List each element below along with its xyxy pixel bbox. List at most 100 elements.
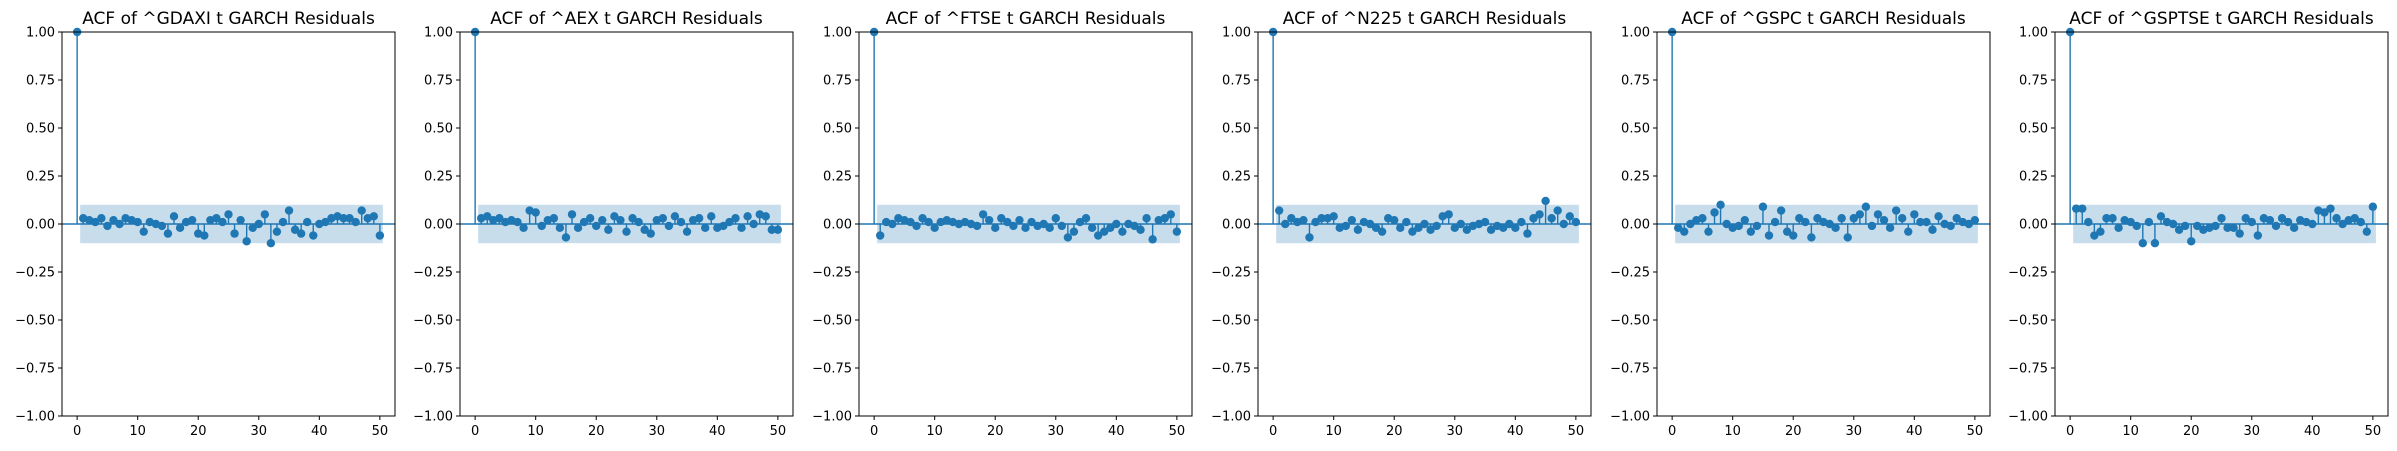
acf-point [1057, 221, 1067, 231]
acf-point [513, 217, 522, 227]
acf-point [592, 221, 601, 231]
y-tick-label: 0.25 [1621, 170, 1650, 185]
acf-point [1813, 214, 1822, 223]
acf-point [2229, 223, 2238, 233]
acf-point [1722, 219, 1731, 229]
acf-point [1565, 212, 1575, 221]
acf-point [2362, 227, 2372, 236]
y-tick-label: −0.75 [2008, 362, 2048, 377]
x-tick-label: 0 [2066, 424, 2074, 439]
acf-point [682, 227, 692, 236]
acf-point [1408, 227, 1417, 236]
y-tick-label: 0.50 [1621, 122, 1650, 137]
acf-point [1172, 227, 1182, 236]
acf-point [1112, 219, 1121, 229]
acf-point [1009, 221, 1018, 231]
acf-point [930, 223, 939, 233]
acf-point [169, 212, 179, 221]
acf-point [1148, 235, 1157, 244]
acf-point [248, 223, 257, 233]
acf-point [1511, 223, 1520, 233]
y-tick-label: 0.00 [2019, 218, 2048, 233]
acf-point [1752, 221, 1762, 231]
acf-point [2350, 214, 2359, 223]
acf-point [339, 214, 348, 223]
acf-point [598, 215, 607, 225]
acf-point [91, 217, 100, 227]
acf-point [1160, 214, 1169, 223]
acf-point [1087, 223, 1097, 233]
y-tick-label: 1.00 [1621, 26, 1650, 41]
acf-point [1486, 225, 1496, 234]
x-tick-label: 30 [1446, 424, 1463, 439]
acf-point [309, 231, 318, 240]
acf-point [640, 225, 649, 234]
acf-point [1051, 214, 1060, 223]
acf-point [1716, 200, 1725, 209]
y-tick-label: −0.75 [413, 362, 453, 377]
acf-point [761, 212, 770, 221]
acf-point [634, 217, 643, 227]
x-tick-label: 30 [648, 424, 665, 439]
acf-point [519, 223, 528, 233]
acf-point [978, 210, 988, 219]
acf-point [2320, 208, 2329, 217]
acf-point [2217, 214, 2226, 223]
acf-point [1166, 210, 1176, 219]
acf-point [1118, 227, 1127, 236]
y-tick-label: −0.50 [1610, 314, 1650, 329]
y-tick-label: 0.75 [26, 74, 55, 89]
acf-point [1426, 225, 1435, 234]
acf-point [2356, 217, 2365, 227]
acf-point [1904, 227, 1913, 236]
acf-point [2108, 214, 2117, 223]
x-tick-label: 20 [190, 424, 207, 439]
y-tick-label: 0.50 [1222, 122, 1251, 137]
x-tick-label: 10 [1325, 424, 1342, 439]
acf-point [1970, 215, 1980, 225]
acf-point [224, 210, 233, 219]
acf-point [1462, 225, 1472, 234]
x-tick-label: 0 [870, 424, 878, 439]
acf-point [1807, 233, 1816, 242]
acf-point [1317, 214, 1326, 223]
acf-point [1450, 223, 1459, 233]
acf-point [357, 206, 366, 215]
acf-point [888, 219, 897, 229]
acf-point [875, 231, 885, 240]
acf-point [1396, 223, 1405, 233]
acf-point [187, 215, 197, 225]
acf-point [278, 217, 288, 227]
acf-point [139, 227, 148, 236]
y-tick-label: 1.00 [424, 26, 453, 41]
acf-point [1402, 217, 1411, 227]
acf-point [610, 212, 619, 221]
y-tick-label: 0.75 [2019, 74, 2048, 89]
acf-point [1353, 225, 1363, 234]
acf-point [1371, 223, 1381, 233]
x-tick-label: 20 [1785, 424, 1802, 439]
acf-point [731, 214, 740, 223]
acf-point [97, 214, 106, 223]
acf-point [1299, 215, 1308, 225]
acf-point [1093, 231, 1103, 240]
acf-point [561, 233, 571, 242]
acf-point [2150, 239, 2160, 248]
acf-point [707, 212, 716, 221]
acf-point [646, 229, 655, 238]
acf-point [103, 221, 112, 231]
acf-point [2289, 223, 2299, 233]
acf-point [1523, 229, 1532, 238]
acf-point [1952, 214, 1961, 223]
acf-point [725, 217, 734, 227]
y-tick-label: 0.50 [26, 122, 55, 137]
acf-point [369, 212, 379, 221]
acf-point [1837, 214, 1846, 223]
x-tick-label: 30 [2243, 424, 2260, 439]
y-tick-label: −0.25 [15, 266, 55, 281]
acf-point [1045, 223, 1054, 233]
acf-point [628, 214, 637, 223]
y-tick-label: 0.25 [823, 170, 852, 185]
acf-point [2326, 204, 2335, 213]
